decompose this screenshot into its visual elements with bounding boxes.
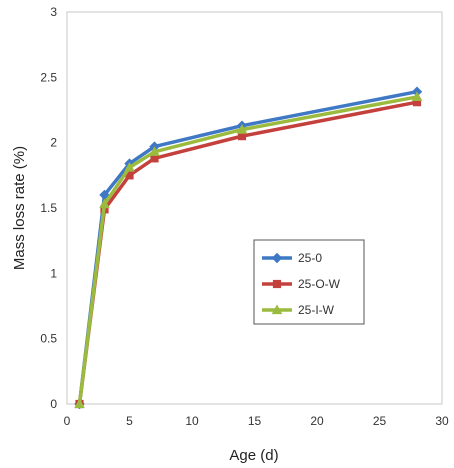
data-point: [272, 279, 282, 289]
data-point: [236, 124, 248, 134]
data-point: [99, 198, 110, 209]
y-tick-label: 1: [50, 266, 57, 280]
y-axis-title: Mass loss rate (%): [11, 146, 28, 270]
y-tick-label: 0: [50, 397, 57, 411]
plot-area: [66, 11, 443, 405]
x-tick-label: 0: [64, 414, 71, 428]
y-tick-label: 0.5: [40, 332, 57, 346]
y-tick-label: 2: [50, 136, 57, 150]
x-tick-label: 30: [435, 414, 449, 428]
legend-label: 25-O-W: [298, 277, 341, 291]
x-tick-label: 20: [310, 414, 324, 428]
y-tick-label: 3: [50, 5, 57, 19]
y-tick-label: 1.5: [40, 201, 57, 215]
x-tick-label: 25: [373, 414, 387, 428]
data-point: [271, 304, 283, 315]
x-axis-ticks: 0 5 10 15 20 25 30: [64, 414, 449, 428]
x-tick-label: 10: [185, 414, 199, 428]
series-layer: [74, 86, 423, 410]
legend-label: 25-I-W: [298, 303, 335, 317]
series-line-3: [77, 95, 418, 405]
legend-label: 25-0: [298, 251, 322, 265]
x-axis-title: Age (d): [229, 447, 278, 464]
data-point: [124, 161, 135, 172]
data-point: [411, 91, 423, 102]
x-tick-label: 5: [126, 414, 133, 428]
y-tick-label: 2.5: [40, 70, 57, 84]
legend: 25-0 25-O-W 25-I-W: [253, 239, 365, 325]
data-point: [149, 146, 160, 156]
data-point: [74, 398, 85, 409]
x-tick-label: 15: [248, 414, 262, 428]
y-axis-ticks: 0 0.5 1 1.5 2 2.5 3: [40, 5, 57, 411]
data-point: [271, 252, 283, 264]
